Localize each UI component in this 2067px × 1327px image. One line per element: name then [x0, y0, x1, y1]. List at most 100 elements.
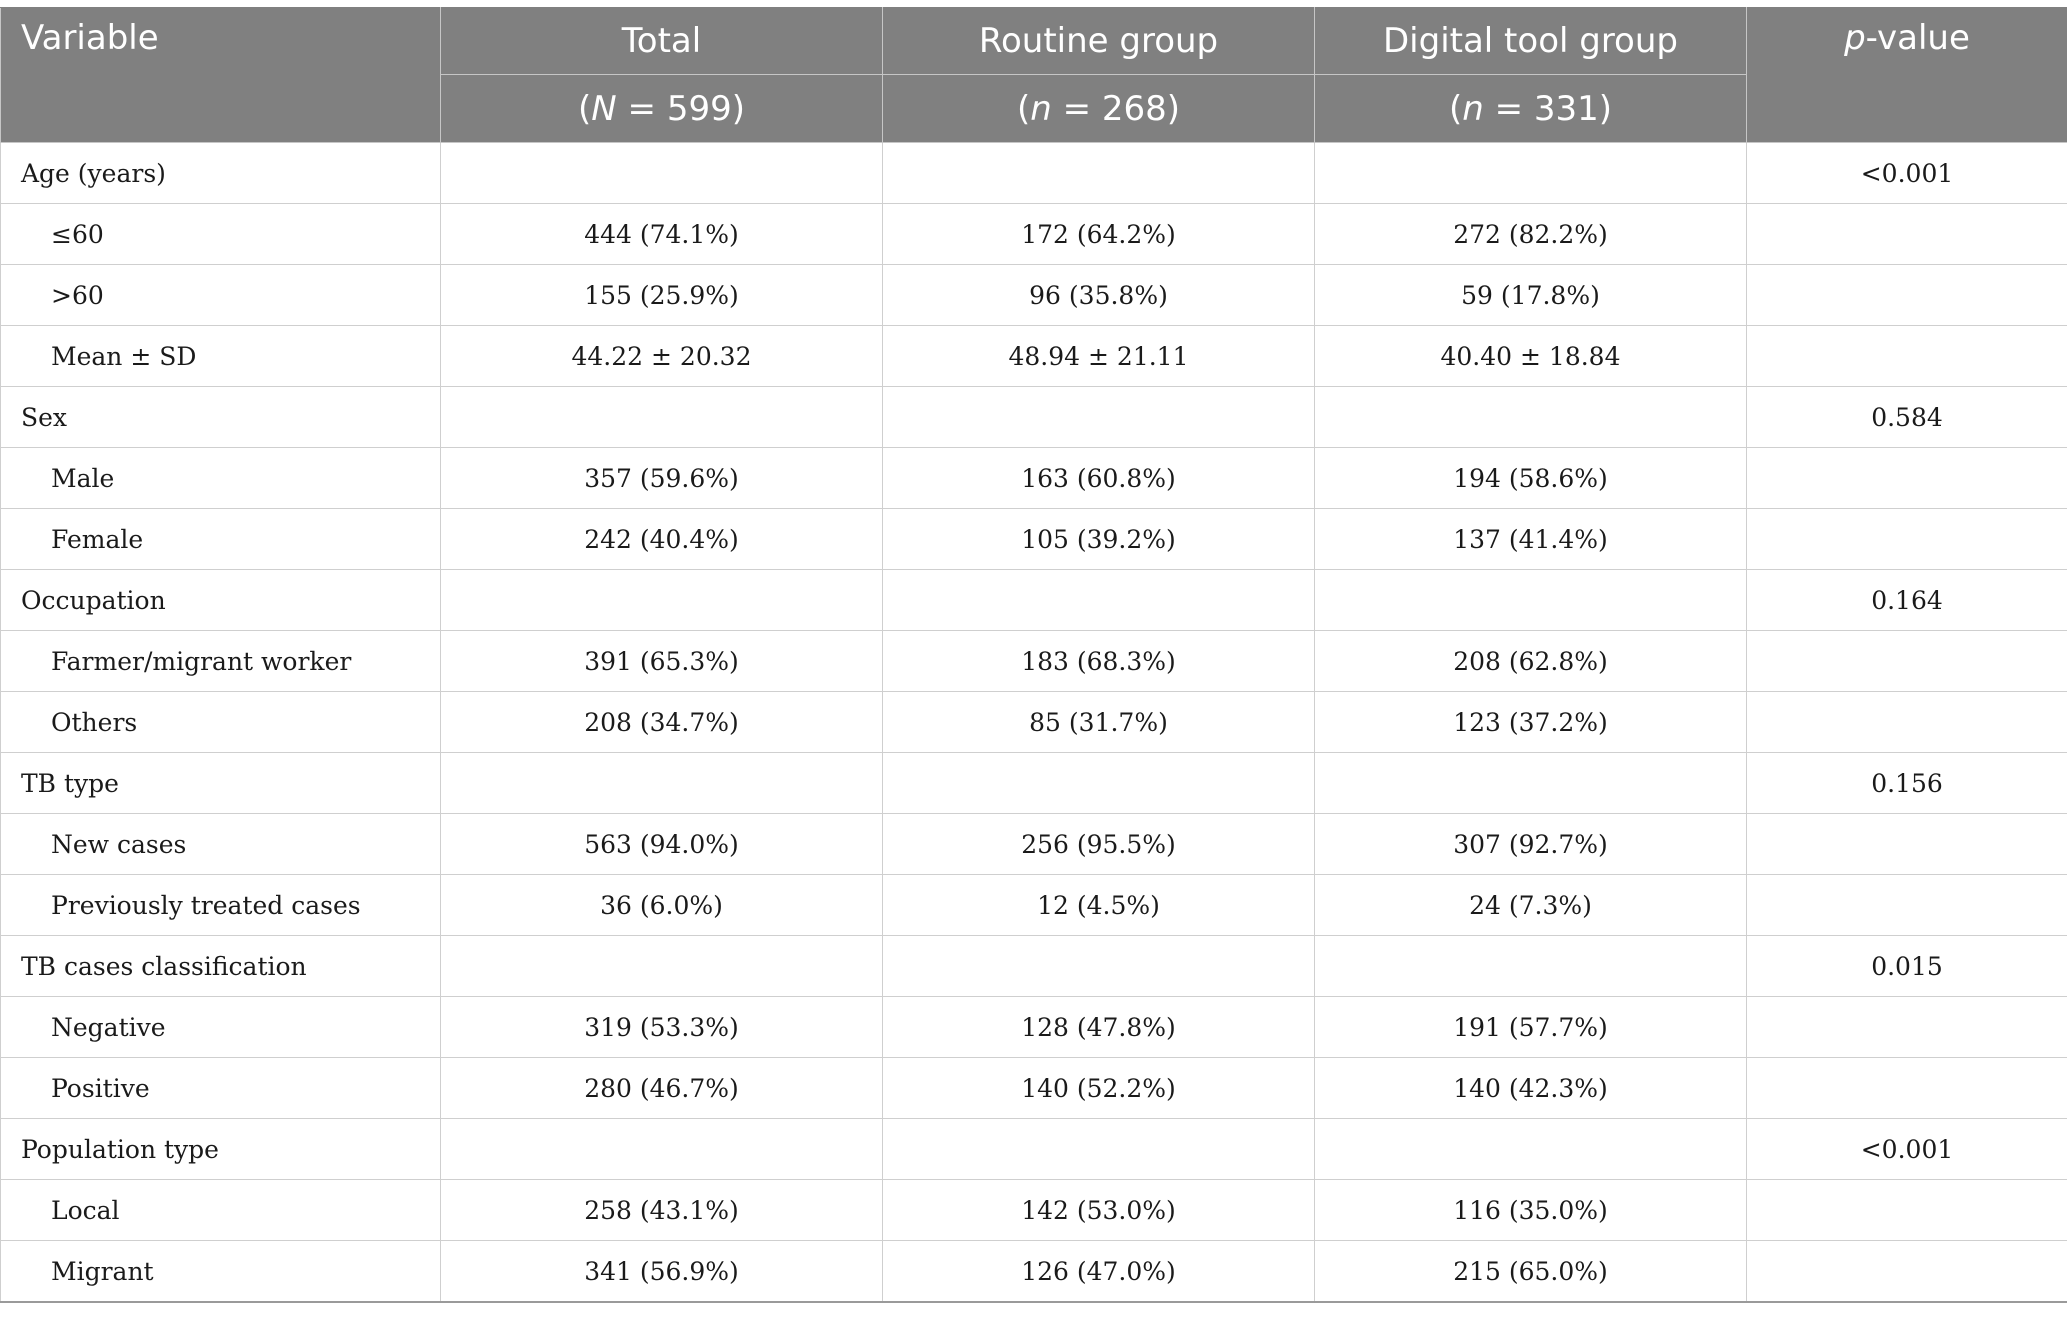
- header-routine-group: Routine group: [882, 7, 1315, 75]
- cell-routine: [882, 1118, 1315, 1180]
- header-digital-n: (n = 331): [1314, 74, 1747, 143]
- cell-total: [440, 386, 883, 448]
- cell-p-value: 0.164: [1746, 569, 2067, 631]
- cell-routine: 85 (31.7%): [882, 691, 1315, 753]
- cell-total: [440, 142, 883, 204]
- cell-variable: Female: [0, 508, 441, 570]
- cell-routine: [882, 752, 1315, 814]
- cell-total: 155 (25.9%): [440, 264, 883, 326]
- cell-digital: 59 (17.8%): [1314, 264, 1747, 326]
- cell-total: [440, 569, 883, 631]
- cell-routine: [882, 142, 1315, 204]
- cell-total: [440, 752, 883, 814]
- cell-p-value: [1746, 508, 2067, 570]
- cell-p-value: 0.584: [1746, 386, 2067, 448]
- cell-variable: Migrant: [0, 1240, 441, 1303]
- table-row: New cases 563 (94.0%) 256 (95.5%) 307 (92.7…: [0, 813, 2067, 875]
- cell-routine: [882, 386, 1315, 448]
- table-row: Sex 0.584: [0, 386, 2067, 448]
- cell-total: 36 (6.0%): [440, 874, 883, 936]
- cell-variable: Negative: [0, 996, 441, 1058]
- cell-digital: [1314, 1118, 1747, 1180]
- header-variable: Variable: [0, 7, 441, 143]
- table-row: ≤60 444 (74.1%) 172 (64.2%) 272 (82.2%): [0, 203, 2067, 265]
- cell-variable: Mean ± SD: [0, 325, 441, 387]
- cell-digital: 24 (7.3%): [1314, 874, 1747, 936]
- cell-p-value: [1746, 447, 2067, 509]
- cell-variable: Farmer/migrant worker: [0, 630, 441, 692]
- cell-total: 208 (34.7%): [440, 691, 883, 753]
- cell-routine: [882, 935, 1315, 997]
- cell-digital: 307 (92.7%): [1314, 813, 1747, 875]
- cell-total: 357 (59.6%): [440, 447, 883, 509]
- cell-routine: 105 (39.2%): [882, 508, 1315, 570]
- cell-variable: TB cases classification: [0, 935, 441, 997]
- cell-p-value: [1746, 203, 2067, 265]
- baseline-characteristics-table: Variable Total Routine group Digital too…: [0, 7, 2067, 1303]
- cell-total: 341 (56.9%): [440, 1240, 883, 1303]
- cell-variable: Population type: [0, 1118, 441, 1180]
- table-row: Negative 319 (53.3%) 128 (47.8%) 191 (57.7%…: [0, 996, 2067, 1058]
- table-row: TB cases classification 0.015: [0, 935, 2067, 997]
- cell-digital: 40.40 ± 18.84: [1314, 325, 1747, 387]
- cell-total: 444 (74.1%): [440, 203, 883, 265]
- cell-total: 258 (43.1%): [440, 1179, 883, 1241]
- cell-total: 280 (46.7%): [440, 1057, 883, 1119]
- cell-variable: Positive: [0, 1057, 441, 1119]
- cell-variable: New cases: [0, 813, 441, 875]
- cell-variable: Others: [0, 691, 441, 753]
- cell-routine: 140 (52.2%): [882, 1057, 1315, 1119]
- cell-routine: 172 (64.2%): [882, 203, 1315, 265]
- header-routine-n: (n = 268): [882, 74, 1315, 143]
- cell-digital: [1314, 935, 1747, 997]
- cell-p-value: <0.001: [1746, 1118, 2067, 1180]
- header-total: Total: [440, 7, 883, 75]
- table-row: Female 242 (40.4%) 105 (39.2%) 137 (41.4%): [0, 508, 2067, 570]
- sample-size-letter: n: [1030, 88, 1052, 129]
- cell-variable: >60: [0, 264, 441, 326]
- cell-routine: 163 (60.8%): [882, 447, 1315, 509]
- table-row: Age (years) <0.001: [0, 142, 2067, 204]
- cell-p-value: 0.156: [1746, 752, 2067, 814]
- cell-variable: Male: [0, 447, 441, 509]
- cell-routine: 48.94 ± 21.11: [882, 325, 1315, 387]
- cell-digital: 191 (57.7%): [1314, 996, 1747, 1058]
- cell-p-value: [1746, 874, 2067, 936]
- cell-digital: 140 (42.3%): [1314, 1057, 1747, 1119]
- cell-digital: 272 (82.2%): [1314, 203, 1747, 265]
- cell-digital: [1314, 569, 1747, 631]
- cell-p-value: [1746, 813, 2067, 875]
- cell-digital: [1314, 142, 1747, 204]
- table-row: TB type 0.156: [0, 752, 2067, 814]
- cell-digital: [1314, 752, 1747, 814]
- table-row: Migrant 341 (56.9%) 126 (47.0%) 215 (65.0%): [0, 1240, 2067, 1303]
- cell-p-value: [1746, 1240, 2067, 1303]
- cell-routine: [882, 569, 1315, 631]
- cell-digital: [1314, 386, 1747, 448]
- table-row: Occupation 0.164: [0, 569, 2067, 631]
- p-value-suffix: -value: [1865, 18, 1970, 58]
- cell-total: 44.22 ± 20.32: [440, 325, 883, 387]
- table-row: Population type <0.001: [0, 1118, 2067, 1180]
- table-row: Others 208 (34.7%) 85 (31.7%) 123 (37.2%): [0, 691, 2067, 753]
- cell-p-value: [1746, 630, 2067, 692]
- cell-total: 391 (65.3%): [440, 630, 883, 692]
- table-body: Age (years) <0.001 ≤60 444 (74.1%) 172 (64.2…: [0, 142, 2067, 1303]
- cell-routine: 128 (47.8%): [882, 996, 1315, 1058]
- cell-p-value: [1746, 325, 2067, 387]
- cell-digital: 194 (58.6%): [1314, 447, 1747, 509]
- cell-digital: 137 (41.4%): [1314, 508, 1747, 570]
- cell-total: 319 (53.3%): [440, 996, 883, 1058]
- cell-total: [440, 935, 883, 997]
- cell-variable: Sex: [0, 386, 441, 448]
- table-row: Positive 280 (46.7%) 140 (52.2%) 140 (42.3%…: [0, 1057, 2067, 1119]
- cell-digital: 215 (65.0%): [1314, 1240, 1747, 1303]
- table-row: Local 258 (43.1%) 142 (53.0%) 116 (35.0%): [0, 1179, 2067, 1241]
- sample-size-letter: N: [591, 88, 617, 129]
- cell-routine: 256 (95.5%): [882, 813, 1315, 875]
- cell-routine: 183 (68.3%): [882, 630, 1315, 692]
- cell-p-value: <0.001: [1746, 142, 2067, 204]
- cell-p-value: [1746, 1179, 2067, 1241]
- cell-routine: 96 (35.8%): [882, 264, 1315, 326]
- table-row: >60 155 (25.9%) 96 (35.8%) 59 (17.8%): [0, 264, 2067, 326]
